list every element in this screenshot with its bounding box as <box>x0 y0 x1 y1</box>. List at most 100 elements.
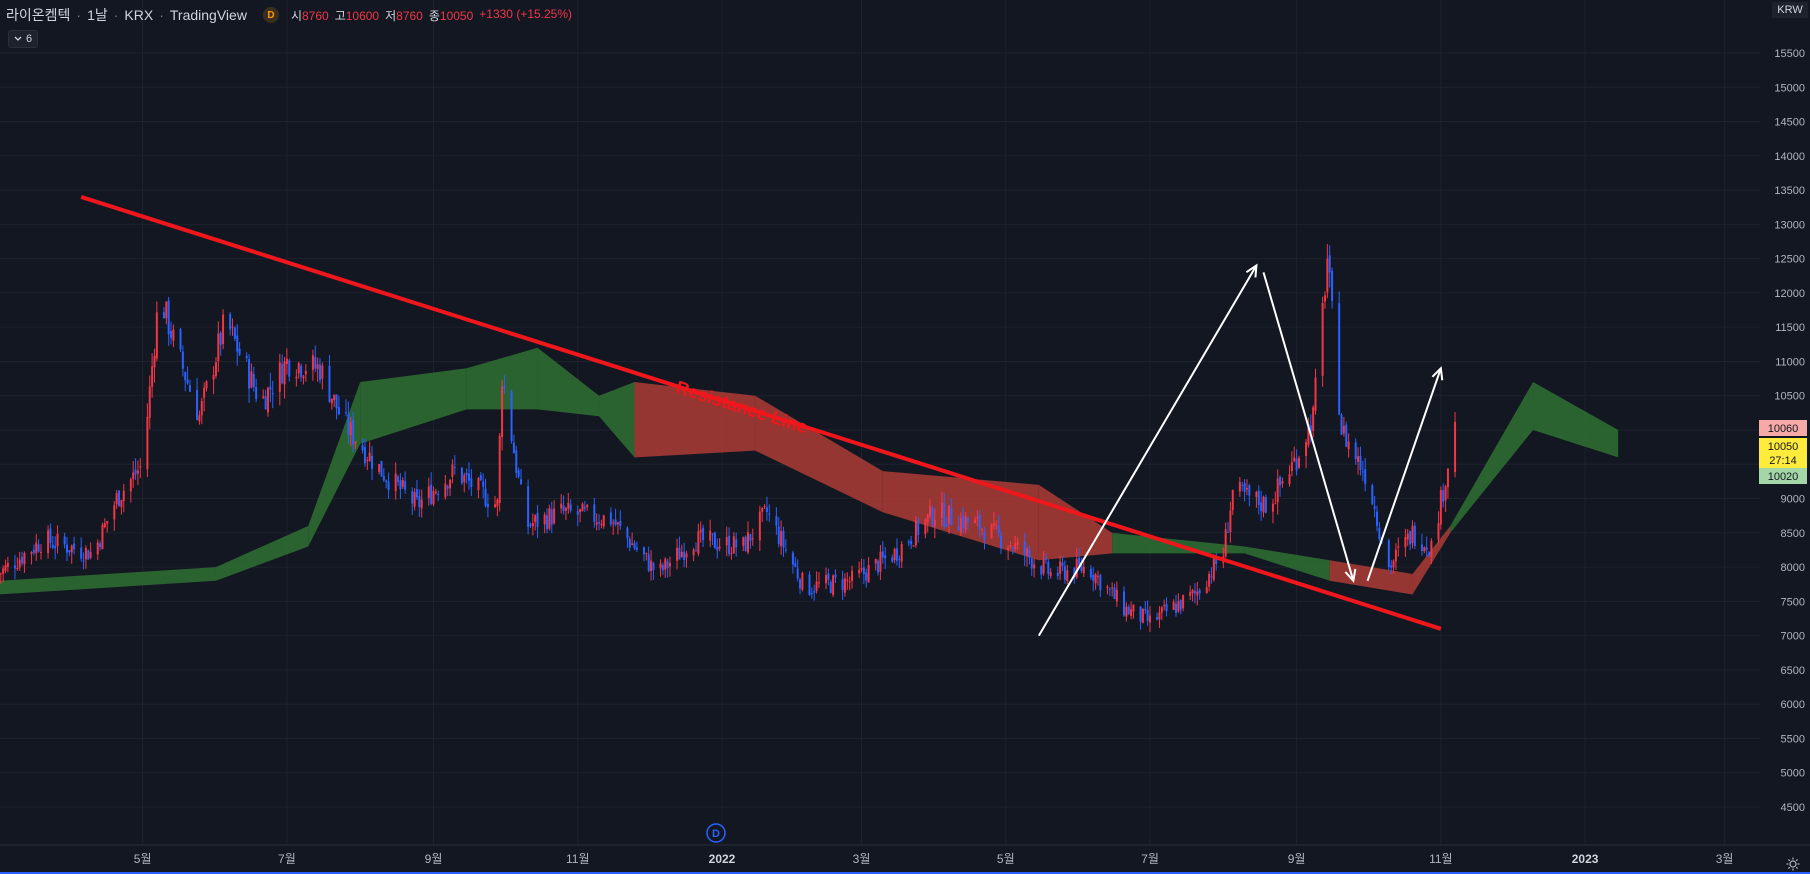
candle-body <box>813 590 816 593</box>
y-tick-label: 12000 <box>1774 288 1805 300</box>
candle-body <box>1425 547 1428 550</box>
candle-body <box>285 358 288 364</box>
candle-body <box>1047 561 1050 574</box>
resistance-trendline[interactable] <box>80 195 1442 631</box>
candle-body <box>1376 511 1379 526</box>
candle-body <box>1182 595 1185 609</box>
indicator-toggle-button[interactable]: 6 <box>8 30 39 48</box>
candle-body <box>13 565 16 569</box>
projection-arrow[interactable] <box>1262 272 1355 582</box>
y-tick-label: 8000 <box>1781 562 1805 574</box>
projection-arrow[interactable] <box>1366 367 1442 582</box>
candle-body <box>493 504 496 507</box>
candle-body <box>496 499 499 507</box>
candle-body <box>321 365 324 379</box>
dividend-marker-label: D <box>712 828 720 840</box>
open-value: 시8760 <box>290 8 329 23</box>
candle-body <box>304 371 307 375</box>
candle-body <box>801 572 804 590</box>
candle-body <box>579 509 582 513</box>
candle-body <box>1411 525 1414 543</box>
candle-body <box>645 552 648 554</box>
candle-body <box>167 300 170 335</box>
candle-body <box>900 544 903 562</box>
candle-body <box>401 480 404 487</box>
candle-body <box>893 548 896 561</box>
candle-body <box>1016 541 1019 545</box>
candle-body <box>205 381 208 389</box>
candle-body <box>122 490 125 501</box>
time-axis[interactable]: 5월 7월 9월 11월 2022 3월 5월 7월 9월 11월 2023 3월 <box>0 844 1810 866</box>
candle-body <box>718 546 721 549</box>
candle-body <box>945 524 948 527</box>
data-status-badge[interactable]: D <box>262 7 279 23</box>
candle-body <box>229 314 232 330</box>
candle-body <box>796 568 799 579</box>
candle-body <box>749 534 752 541</box>
candle-body <box>1321 302 1324 376</box>
candle-body <box>295 376 298 379</box>
candle-body <box>411 491 414 504</box>
candle-body <box>361 445 364 451</box>
candle-body <box>1361 471 1364 473</box>
dividend-marker-circle[interactable] <box>706 823 726 843</box>
candle-body <box>666 561 669 569</box>
chart-legend-header: 라이온켐텍 · 1날 · KRX · TradingView D 시8760 고… <box>6 4 572 26</box>
high-value: 고10600 <box>334 8 380 23</box>
currency-selector[interactable]: KRW <box>1772 2 1808 18</box>
candle-body <box>598 522 601 524</box>
chart-drawings[interactable]: Resistance Line <box>80 195 1444 637</box>
candle-body <box>931 507 934 526</box>
candle-body <box>139 466 142 468</box>
y-tick-label: 6500 <box>1781 665 1805 677</box>
candle-body <box>1127 606 1130 615</box>
candle-body <box>929 505 932 517</box>
candle-body <box>799 579 802 589</box>
candle-body <box>758 511 761 541</box>
candle-body <box>1215 556 1218 565</box>
candle-body <box>302 376 305 379</box>
price-tag-text: 10020 <box>1768 471 1799 483</box>
candle-body <box>867 564 870 583</box>
interval[interactable]: 1날 <box>87 7 108 23</box>
candle-body <box>512 442 515 454</box>
candle-body <box>841 579 844 591</box>
candle-body <box>214 362 217 377</box>
candle-body <box>784 549 787 551</box>
candle-body <box>49 528 52 544</box>
candle-body <box>1011 547 1014 549</box>
y-tick-label: 5500 <box>1781 733 1805 745</box>
candle-body <box>1293 457 1296 462</box>
candle-body <box>962 515 965 529</box>
candle-body <box>825 575 828 584</box>
x-tick-label: 3월 <box>1716 852 1734 866</box>
candle-body <box>957 526 960 531</box>
candle-body <box>685 553 688 558</box>
candle-body <box>1314 377 1317 411</box>
candle-body <box>1274 503 1277 505</box>
candle-body <box>1023 542 1026 555</box>
candle-body <box>593 504 596 522</box>
candle-body <box>479 475 482 481</box>
x-tick-label: 5월 <box>997 852 1015 866</box>
candle-body <box>1026 548 1029 556</box>
gear-icon[interactable] <box>1786 857 1800 871</box>
candle-body <box>1014 542 1017 549</box>
candle-body <box>1231 489 1234 510</box>
price-tag <box>1759 420 1807 436</box>
candle-body <box>765 507 768 512</box>
dividend-marker[interactable]: D <box>706 823 726 843</box>
candle-body <box>198 415 201 422</box>
candle-body <box>515 450 518 473</box>
candle-body <box>661 565 664 571</box>
candle-body <box>940 502 943 519</box>
projection-arrowhead <box>1245 263 1258 278</box>
projection-arrow[interactable] <box>1037 264 1258 637</box>
price-axis[interactable]: 4500 5000 5500 6000 6500 7000 7500 8000 8500 9000… <box>1760 0 1810 874</box>
candle-body <box>1132 604 1135 612</box>
candle-body <box>1172 602 1175 611</box>
candle-body <box>1309 425 1312 434</box>
symbol-name[interactable]: 라이온켐텍 <box>6 7 71 23</box>
candle-body <box>846 579 849 581</box>
